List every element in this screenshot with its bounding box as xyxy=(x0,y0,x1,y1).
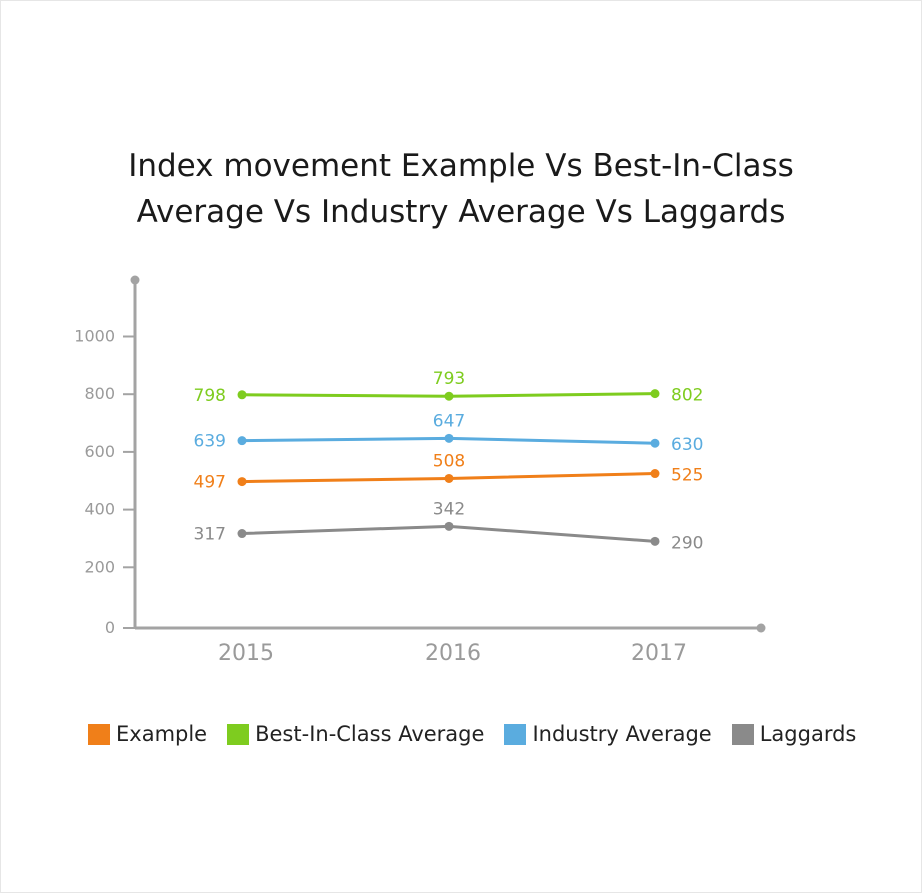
x-axis-end-dot xyxy=(756,623,766,633)
y-tick-label-600: 600 xyxy=(84,442,115,461)
data-label-laggards-2015: 317 xyxy=(194,525,226,545)
data-point-best-in-class-2016 xyxy=(444,391,454,401)
data-point-industry-average-2016 xyxy=(444,433,454,443)
data-point-example-2015 xyxy=(237,477,247,487)
data-point-laggards-2017 xyxy=(650,536,660,546)
y-tick-label-1000: 1000 xyxy=(74,327,115,346)
chart-title-line-2: Average Vs Industry Average Vs Laggards xyxy=(136,194,786,230)
legend-item-example: Example xyxy=(88,722,207,746)
data-point-example-2016 xyxy=(444,473,454,483)
legend-label-industry-average: Industry Average xyxy=(532,722,712,746)
y-tick-label-200: 200 xyxy=(84,557,115,576)
chart-legend: Example Best-In-Class Average Industry A… xyxy=(88,722,856,746)
legend-item-laggards: Laggards xyxy=(731,722,857,746)
legend-label-example: Example xyxy=(116,722,208,746)
data-label-best-in-class-2016: 793 xyxy=(433,369,465,389)
data-label-laggards-2016: 342 xyxy=(433,499,465,519)
legend-swatch-industry-average xyxy=(504,723,527,745)
x-tick-label-2015: 2015 xyxy=(218,641,274,666)
data-point-best-in-class-2017 xyxy=(650,389,660,399)
data-point-industry-average-2015 xyxy=(237,436,247,446)
data-point-example-2017 xyxy=(650,469,660,479)
legend-label-best-in-class: Best-In-Class Average xyxy=(255,722,485,746)
data-point-laggards-2016 xyxy=(444,521,454,531)
y-tick-label-400: 400 xyxy=(84,500,115,519)
data-label-example-2015: 497 xyxy=(194,473,226,493)
legend-item-industry-average: Industry Average xyxy=(504,722,712,746)
legend-swatch-best-in-class xyxy=(227,723,250,745)
data-label-industry-average-2017: 630 xyxy=(671,435,703,455)
legend-swatch-example xyxy=(88,723,110,745)
chart-title-line-1: Index movement Example Vs Best-In-Class xyxy=(128,148,794,184)
x-tick-label-2017: 2017 xyxy=(631,641,687,666)
data-point-laggards-2015 xyxy=(237,529,247,539)
data-label-best-in-class-2015: 798 xyxy=(194,386,226,406)
x-tick-label-2016: 2016 xyxy=(425,641,481,666)
data-label-industry-average-2016: 647 xyxy=(433,411,465,431)
data-label-example-2017: 525 xyxy=(671,466,703,486)
data-point-best-in-class-2015 xyxy=(237,390,247,400)
y-axis-end-dot xyxy=(130,275,140,285)
data-label-best-in-class-2017: 802 xyxy=(671,386,703,406)
data-label-industry-average-2015: 639 xyxy=(194,432,226,452)
y-tick-label-800: 800 xyxy=(84,384,115,403)
legend-swatch-laggards xyxy=(731,723,754,745)
legend-label-laggards: Laggards xyxy=(759,722,857,746)
chart-title: Index movement Example Vs Best-In-Class … xyxy=(0,143,922,235)
data-label-laggards-2017: 290 xyxy=(671,533,703,553)
y-tick-label-0: 0 xyxy=(105,618,115,637)
legend-item-best-in-class: Best-In-Class Average xyxy=(227,722,484,746)
data-label-example-2016: 508 xyxy=(433,451,465,471)
data-point-industry-average-2017 xyxy=(650,438,660,448)
